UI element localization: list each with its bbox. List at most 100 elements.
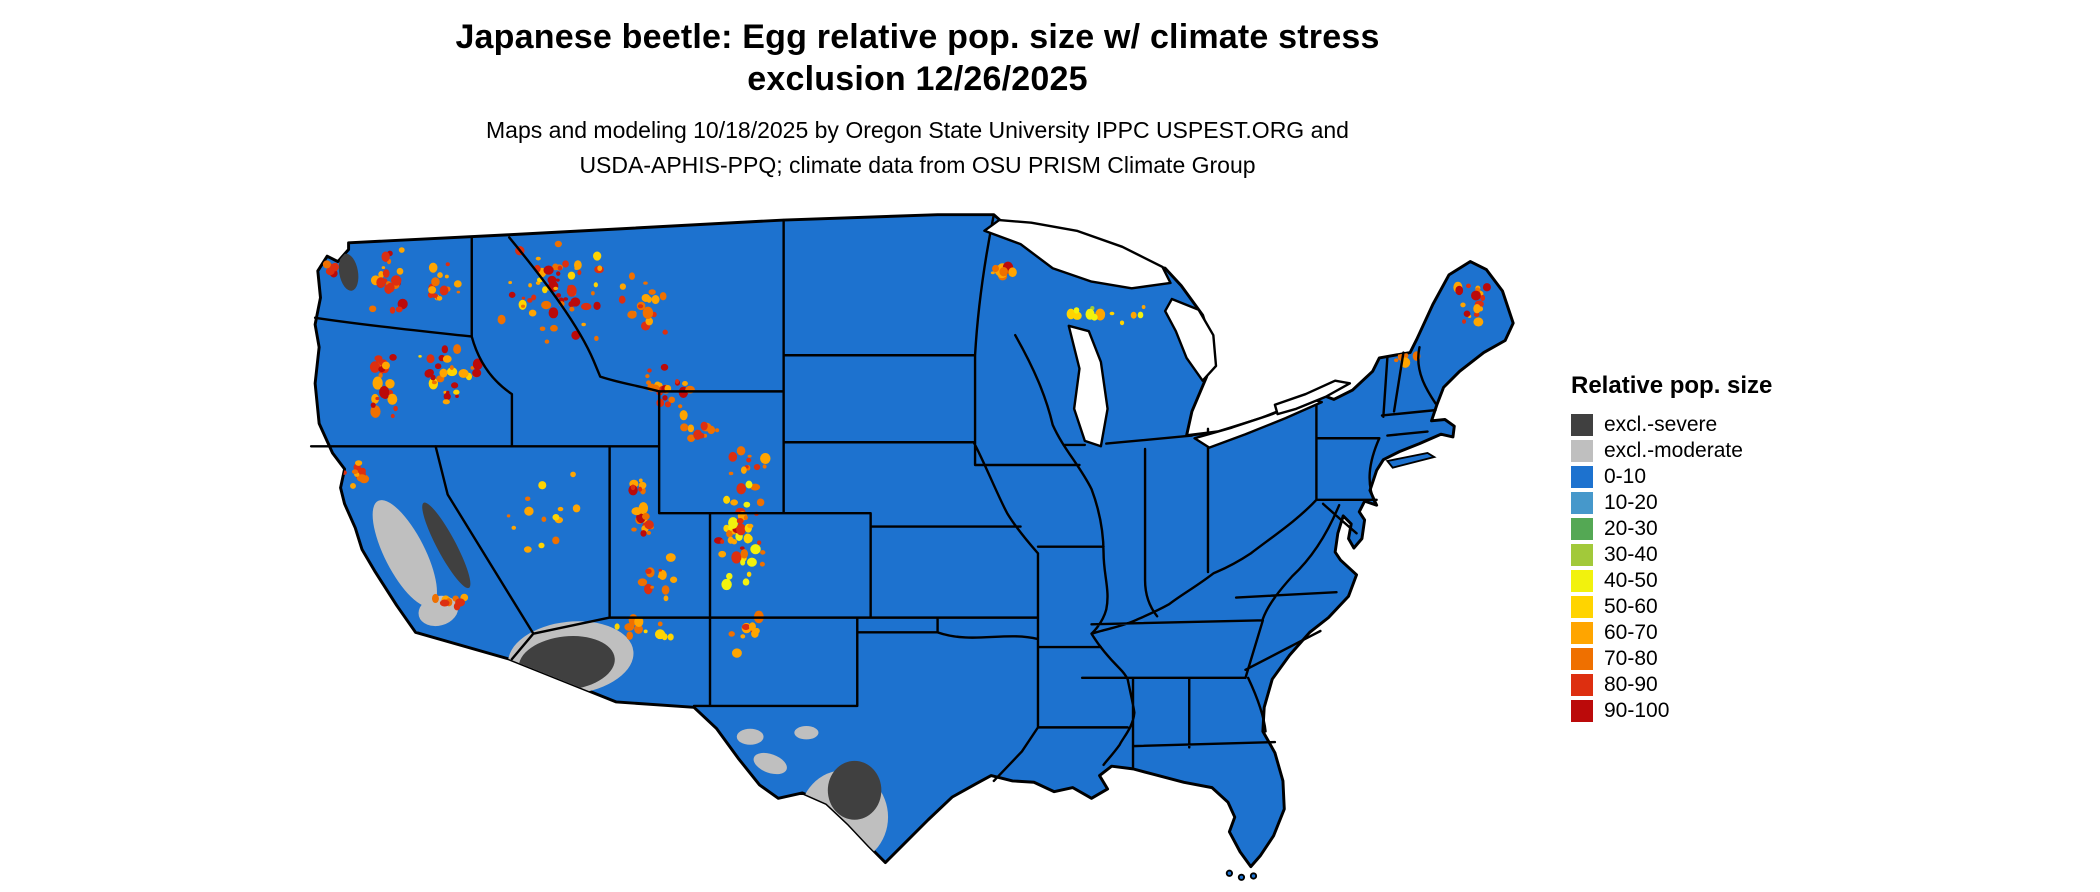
hotspot-california-north: [351, 469, 359, 474]
hotspot-nevada-ranges: [570, 471, 576, 478]
hotspot-montana-central: [643, 281, 648, 285]
hotspot-socal-mountains: [439, 599, 450, 607]
map-title: Japanese beetle: Egg relative pop. size …: [308, 16, 1527, 100]
hotspot-adirondacks: [1363, 361, 1372, 369]
hotspot-maine: [1460, 302, 1466, 308]
hotspot-yellowstone: [660, 363, 669, 371]
hotspot-utah-south: [645, 568, 652, 574]
legend-item: 30-40: [1571, 542, 1772, 568]
hotspot-yellowstone: [682, 380, 688, 387]
hotspot-wa-cascades: [369, 305, 377, 313]
hotspot-minnesota-arrowhead: [990, 271, 995, 275]
hotspot-nevada-ranges: [506, 514, 511, 518]
us-map-svg: [309, 213, 1515, 881]
map-header: Japanese beetle: Egg relative pop. size …: [308, 16, 1527, 182]
hotspot-idaho-montana-rockies: [497, 314, 506, 325]
hotspot-wasatch: [644, 520, 654, 530]
hotspot-colorado-rockies: [760, 550, 766, 555]
hotspot-idaho-montana-rockies: [567, 285, 572, 289]
hotspot-montana-central: [645, 317, 653, 326]
hotspot-or-blue-mountains: [453, 389, 460, 395]
hotspot-socal-mountains: [455, 598, 466, 607]
hotspot-idaho-montana-rockies: [555, 278, 560, 282]
hotspot-yellowstone: [645, 374, 650, 379]
hotspot-wa-cascades: [381, 251, 390, 262]
legend-item-label: 10-20: [1604, 491, 1658, 514]
hotspot-idaho-montana-rockies: [563, 297, 569, 301]
hotspot-mogollon-rim: [634, 616, 644, 627]
hotspot-montana-central: [618, 295, 626, 304]
hotspot-colorado-rockies: [743, 515, 748, 521]
hotspot-yellowstone: [678, 404, 683, 409]
hotspot-mogollon-rim: [626, 631, 634, 640]
hotspot-wind-river: [687, 434, 696, 442]
hotspot-or-blue-mountains: [472, 368, 482, 378]
legend-item: 10-20: [1571, 490, 1772, 516]
hotspot-or-cascades: [375, 396, 380, 401]
hotspot-or-cascades: [385, 378, 395, 389]
hotspot-minnesota-arrowhead: [999, 267, 1008, 277]
hotspot-or-cascades: [376, 378, 383, 386]
hotspot-michigan-up: [1091, 313, 1098, 321]
hotspot-colorado-rockies: [736, 523, 746, 536]
hotspot-colorado-rockies: [740, 549, 749, 559]
hotspot-wasatch: [646, 530, 652, 535]
great-lakes: [983, 218, 1352, 449]
hotspot-idaho-montana-rockies: [593, 282, 598, 288]
hotspot-colorado-wyoming-north: [747, 454, 752, 458]
hotspot-nevada-ranges: [538, 542, 545, 549]
hotspot-mogollon-rim: [661, 633, 668, 641]
hotspot-idaho-montana-rockies: [597, 265, 603, 272]
hotspot-nevada-ranges: [511, 525, 517, 530]
hotspot-wa-cascades: [396, 267, 404, 275]
map-subtitle-line2: USDA-APHIS-PPQ; climate data from OSU PR…: [579, 152, 1256, 178]
map-subtitle-line1: Maps and modeling 10/18/2025 by Oregon S…: [486, 117, 1349, 143]
hotspot-or-blue-mountains: [446, 367, 458, 377]
hotspot-colorado-rockies: [718, 550, 727, 558]
hotspot-or-cascades: [378, 372, 383, 379]
hotspot-michigan-up: [1119, 320, 1125, 326]
hotspot-idaho-montana-rockies: [539, 326, 546, 332]
hotspot-or-blue-mountains: [418, 354, 422, 358]
hotspot-idaho-montana-rockies: [550, 324, 558, 332]
hotspot-idaho-montana-rockies: [554, 240, 562, 248]
hotspot-wa-cascades: [389, 306, 396, 314]
hotspot-nevada-ranges: [525, 496, 531, 502]
hotspot-idaho-montana-rockies: [544, 339, 550, 344]
hotspot-or-cascades: [381, 361, 390, 370]
hotspot-colorado-rockies: [750, 544, 761, 555]
hotspot-wasatch: [630, 484, 636, 491]
hotspot-new-mexico-mountains: [748, 622, 756, 631]
hotspot-nevada-ranges: [552, 536, 560, 545]
legend-item: 0-10: [1571, 464, 1772, 490]
legend-items: excl.-severe excl.-moderate 0-10 10-20 20-30…: [1571, 412, 1772, 724]
hotspot-nevada-ranges: [541, 516, 547, 522]
hotspot-idaho-montana-rockies: [547, 275, 557, 284]
hotspot-colorado-rockies: [747, 523, 754, 529]
hotspot-nevada-ranges: [523, 546, 532, 553]
hotspot-idaho-montana-rockies: [548, 307, 559, 319]
hotspot-wa-east: [456, 290, 461, 294]
hotspot-new-mexico-mountains: [741, 623, 750, 631]
hotspot-or-cascades: [390, 413, 395, 419]
exclusion-south-texas-severe: [827, 760, 882, 820]
hotspot-colorado-rockies: [736, 483, 747, 495]
lake-huron: [1163, 297, 1218, 382]
hotspot-yellowstone: [675, 379, 680, 384]
hotspot-adirondacks: [1362, 368, 1367, 373]
hotspot-montana-central: [662, 329, 668, 335]
hotspot-colorado-rockies: [756, 498, 765, 507]
florida-keys: [1225, 869, 1258, 881]
hotspot-idaho-montana-rockies: [591, 291, 595, 296]
hotspot-mogollon-rim: [657, 621, 663, 627]
hotspot-wind-river: [687, 424, 695, 433]
hotspot-yellowstone: [679, 410, 688, 421]
hotspot-wa-cascades: [397, 298, 408, 310]
hotspot-colorado-rockies: [743, 533, 752, 544]
hotspot-maine: [1473, 303, 1481, 314]
hotspot-maine: [1480, 294, 1486, 302]
hotspot-utah-south: [658, 568, 662, 572]
hotspot-idaho-montana-rockies: [570, 297, 581, 307]
hotspot-idaho-montana-rockies: [555, 293, 562, 298]
legend-swatch: [1571, 492, 1593, 514]
